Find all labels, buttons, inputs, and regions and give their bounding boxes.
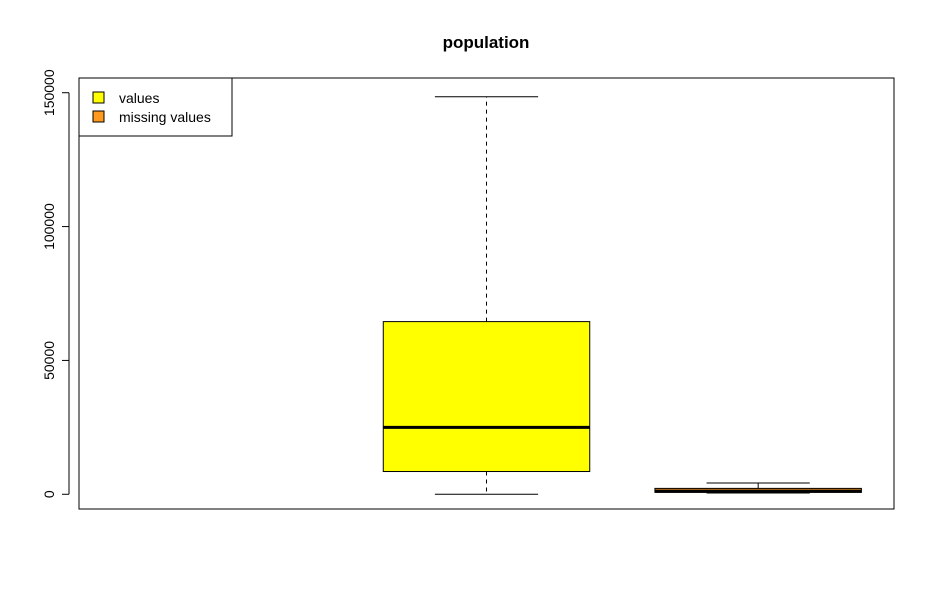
chart-title: population [443,33,530,52]
box-body [382,321,591,473]
box-values [382,96,591,495]
y-tick-label: 0 [41,490,57,498]
boxes-group [382,96,862,495]
legend: values missing values [78,77,233,137]
plot-frame [78,77,895,510]
legend-label: missing values [119,109,211,125]
y-tick-label: 100000 [41,203,57,250]
y-tick-label: 150000 [41,69,57,116]
legend-label: values [119,90,159,106]
y-tick-label: 50000 [41,341,57,380]
legend-swatch [92,110,105,123]
legend-swatch [92,91,105,104]
legend-box [78,77,233,137]
box-missing-values [654,482,862,494]
y-axis: 0 50000 100000 150000 [41,69,70,498]
